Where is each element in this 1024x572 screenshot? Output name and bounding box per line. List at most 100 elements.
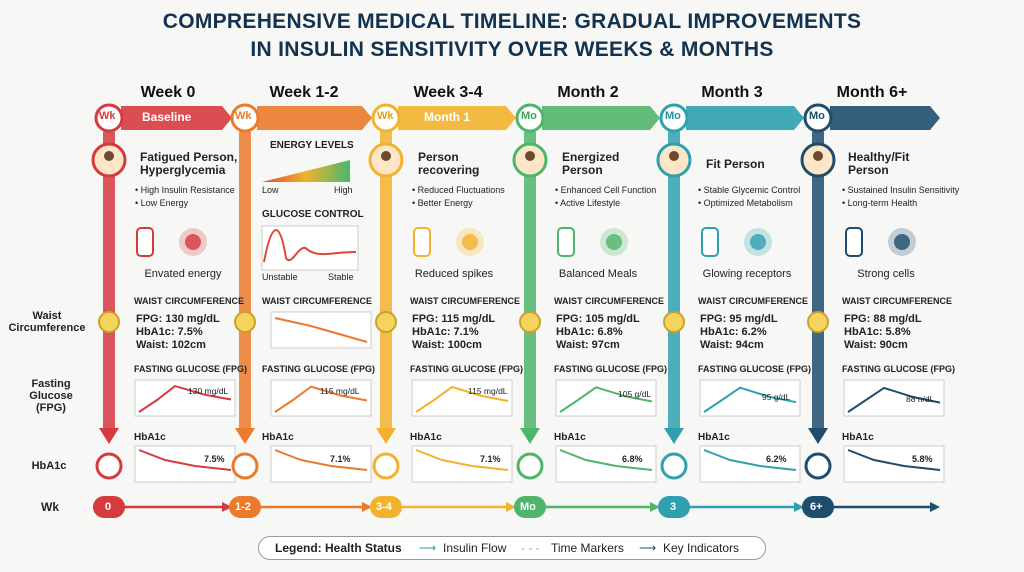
glucometer-icon-2 <box>413 227 431 257</box>
fpg-stat-4: FPG: 95 mg/dL <box>700 313 778 325</box>
title-line-1: COMPREHENSIVE MEDICAL TIMELINE: GRADUAL … <box>162 10 862 33</box>
fpg-value-3: 105 g/dL <box>618 389 652 399</box>
person-label-5: Healthy/Fit Person <box>848 150 910 177</box>
hba1c-title-5: HbA1c <box>842 432 874 443</box>
fpg-chart-line-2 <box>415 385 509 413</box>
badge-circle-1 <box>230 103 260 133</box>
fpg-value-0: 130 mg/dL <box>188 386 229 396</box>
band-arrow-0 <box>121 106 232 130</box>
bullet-2-1: • Better Energy <box>412 198 473 208</box>
hba1c-value-2: 7.1% <box>480 454 501 464</box>
bottom-arrowhead-5 <box>930 502 940 512</box>
row-label-waist: Waist Circumference <box>8 310 86 334</box>
hba1c-stat-0: HbA1c: 7.5% <box>136 326 203 338</box>
bottom-marker-4: 3 <box>670 501 677 513</box>
glucose-stable: Stable <box>328 272 354 282</box>
bottom-arrowhead-1 <box>362 502 372 512</box>
caption-2: Reduced spikes <box>414 268 494 280</box>
hba1c-chart-line-4 <box>703 449 797 471</box>
fpg-title-4: FASTING GLUCOSE (FPG) <box>698 364 812 374</box>
pillar-3 <box>524 130 536 430</box>
waist-title-1: WAIST CIRCUMFERENCE <box>262 296 372 306</box>
fpg-chart-frame-5 <box>843 379 945 417</box>
glucometer-icon-5 <box>845 227 863 257</box>
badge-circle-3 <box>515 103 545 133</box>
hba1c-value-4: 6.2% <box>766 454 787 464</box>
fpg-chart-line-4 <box>703 386 797 413</box>
fpg-stat-5: FPG: 88 mg/dL <box>844 313 922 325</box>
hba1c-node-4 <box>660 452 688 480</box>
benefit-core-icon-5 <box>894 234 910 250</box>
pillar-0 <box>103 130 115 430</box>
waist-stat-0: Waist: 102cm <box>136 339 206 351</box>
fpg-chart-frame-4 <box>699 379 801 417</box>
badge-wk-0: Wk <box>99 110 116 122</box>
benefit-core-icon-4 <box>750 234 766 250</box>
hba1c-title-0: HbA1c <box>134 432 166 443</box>
hba1c-node-3 <box>516 452 544 480</box>
energy-gradient-bar <box>262 160 350 182</box>
waist-stat-2: Waist: 100cm <box>412 339 482 351</box>
pillar-arrow-5 <box>808 428 828 444</box>
bottom-marker-2: 3-4 <box>376 501 392 513</box>
hba1c-title-1: HbA1c <box>262 432 294 443</box>
band-arrow-5 <box>830 106 940 130</box>
person-label-4: Fit Person <box>706 157 765 171</box>
band-arrow-1 <box>257 106 372 130</box>
bottom-arrowhead-3 <box>650 502 660 512</box>
energy-high: High <box>334 185 353 195</box>
fpg-value-4: 95 g/dL <box>762 392 791 402</box>
stats-5: FPG: 88 mg/dL HbA1c: 5.8% Waist: 90cm <box>844 313 922 352</box>
bullet-2-0: • Reduced Fluctuations <box>412 185 505 195</box>
bottom-pill-3 <box>514 496 546 518</box>
bottom-arrowhead-0 <box>222 502 232 512</box>
bottom-arrowhead-2 <box>506 502 516 512</box>
waist-stat-4: Waist: 94cm <box>700 339 764 351</box>
bullet-0-0: • High Insulin Resistance <box>135 185 235 195</box>
hba1c-chart-line-3 <box>559 449 653 471</box>
fpg-chart-line-3 <box>559 386 653 413</box>
bullet-0-1: • Low Energy <box>135 198 189 208</box>
benefit-core-icon-2 <box>462 234 478 250</box>
pillar-arrow-2 <box>376 428 396 444</box>
badge-circle-5 <box>803 103 833 133</box>
hba1c-value-1: 7.1% <box>330 454 351 464</box>
bullet-4-1: • Optimized Metabolism <box>698 198 793 208</box>
hba1c-node-0 <box>95 452 123 480</box>
legend-flow: Insulin Flow <box>443 541 507 555</box>
pillar-arrow-4 <box>664 428 684 444</box>
glucose-control-wave <box>263 229 357 263</box>
stage-header-month-3: Month 3 <box>701 84 763 101</box>
stage-header-week-0: Week 0 <box>140 84 196 101</box>
badge-circle-4 <box>659 103 689 133</box>
stage-header-week-1-2: Week 1-2 <box>269 84 339 101</box>
hba1c-value-0: 7.5% <box>204 454 225 464</box>
energy-low: Low <box>262 185 279 195</box>
caption-0: Envated energy <box>144 268 222 280</box>
pillar-arrow-0 <box>99 428 119 444</box>
row-label-wk: Wk <box>41 500 59 514</box>
badge-wk-2: Wk <box>377 110 394 122</box>
legend-key-arrow-icon: ⟶ <box>639 541 657 555</box>
title-line-2: IN INSULIN SENSITIVITY OVER WEEKS & MONT… <box>250 38 774 61</box>
person-head-icon-5 <box>813 151 823 161</box>
person-label-0: Fatigued Person, Hyperglycemia <box>140 150 238 177</box>
stage-header-week-3-4: Week 3-4 <box>413 84 483 101</box>
bullet-3-0: • Enhanced Cell Function <box>555 185 657 195</box>
fpg-value-5: 88 n/dL <box>906 394 935 404</box>
legend-markers: Time Markers <box>551 541 624 555</box>
legend-flow-arrow-icon: ⟶ <box>419 541 437 555</box>
band-arrow-2 <box>398 106 516 130</box>
pillar-2 <box>380 130 392 430</box>
fpg-chart-line-5 <box>847 386 941 413</box>
tape-measure-icon-3 <box>519 311 541 333</box>
hba1c-stat-4: HbA1c: 6.2% <box>700 326 767 338</box>
legend-key: Key Indicators <box>663 541 740 555</box>
pillar-5 <box>812 130 824 430</box>
badge-mo-5: Mo <box>809 110 825 122</box>
caption-4: Glowing receptors <box>702 268 792 280</box>
band-arrow-4 <box>686 106 804 130</box>
hba1c-chart-line-0 <box>138 449 232 471</box>
glucose-control-title: GLUCOSE CONTROL <box>262 209 364 220</box>
glucometer-icon-0 <box>136 227 154 257</box>
